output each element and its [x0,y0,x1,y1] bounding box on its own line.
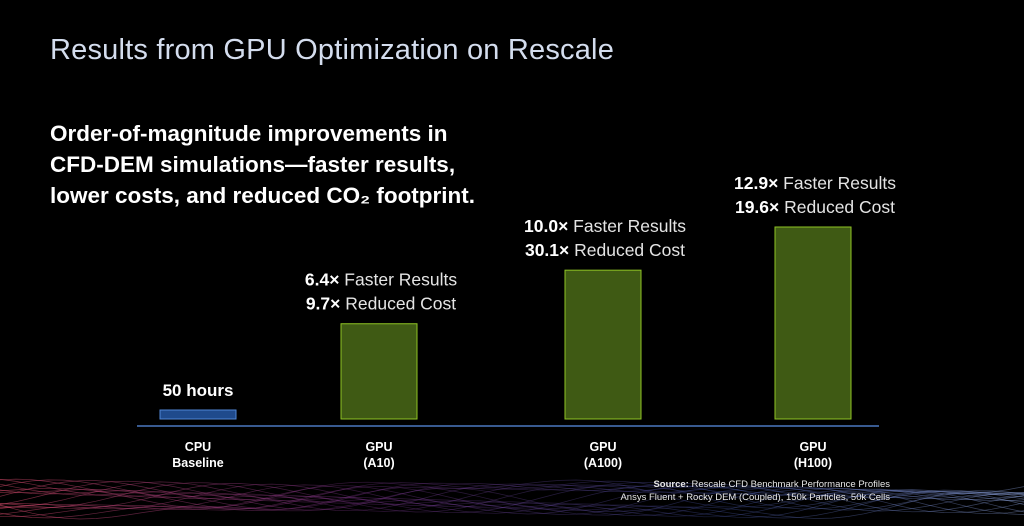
wave-line [0,480,1024,510]
bar-gpu [340,323,418,420]
subtitle-line: Order-of-magnitude improvements in [50,121,448,146]
annotation-label: Faster Results [339,270,457,290]
annotation-label: Reduced Cost [340,294,456,314]
bar-annotation: 6.4× Faster Results [305,270,457,290]
wave-line [0,485,1024,518]
slide-subtitle: Order-of-magnitude improvements in CFD-D… [50,118,570,211]
bar-annotation: 9.7× Reduced Cost [306,294,456,314]
wave-line [0,487,1024,520]
x-tick-label: GPU [799,440,826,454]
source-label: Source: [653,479,689,490]
annotation-value: 10.0× [524,216,568,236]
wave-line [0,481,1024,515]
bar-annotation: 30.1× Reduced Cost [525,240,685,260]
subtitle-line: CFD-DEM simulations—faster results, [50,152,456,177]
bar-annotation: 10.0× Faster Results [524,216,686,236]
bar-gpu [774,226,852,420]
annotation-value: 50 hours [163,381,234,400]
annotation-label: Reduced Cost [569,240,685,260]
x-tick-label: (H100) [794,456,832,470]
annotation-label: Faster Results [568,216,686,236]
source-text: Rescale CFD Benchmark Performance Profil… [688,479,890,490]
annotation-value: 19.6× [735,197,779,217]
wave-line [0,479,1024,509]
bar-gpu [564,269,642,420]
x-tick-label: (A100) [584,456,622,470]
wave-line [0,480,1024,515]
annotation-value: 9.7× [306,294,341,314]
wave-line [0,479,1024,512]
bar-cpu-baseline [159,409,237,420]
x-tick-label: GPU [589,440,616,454]
annotation-value: 6.4× [305,270,340,290]
subtitle-line: lower costs, and reduced CO₂ footprint. [50,183,476,208]
annotation-value: 30.1× [525,240,569,260]
x-tick-label: Baseline [172,456,223,470]
source-note: Source: Rescale CFD Benchmark Performanc… [620,478,890,504]
wave-line [0,483,1024,511]
wave-line [0,483,1024,517]
bar-annotation: 19.6× Reduced Cost [735,197,895,217]
annotation-label: Reduced Cost [779,197,895,217]
bar-annotation: 12.9× Faster Results [734,173,896,193]
x-tick-label: GPU [365,440,392,454]
annotation-value: 12.9× [734,173,778,193]
x-tick-label: (A10) [363,456,394,470]
x-tick-label: CPU [185,440,211,454]
slide-title: Results from GPU Optimization on Rescale [50,34,615,66]
wave-line [0,478,1024,513]
source-details: Ansys Fluent + Rocky DEM (Coupled), 150k… [620,492,890,503]
annotation-label: Faster Results [778,173,896,193]
bar-annotation: 50 hours [163,381,234,400]
